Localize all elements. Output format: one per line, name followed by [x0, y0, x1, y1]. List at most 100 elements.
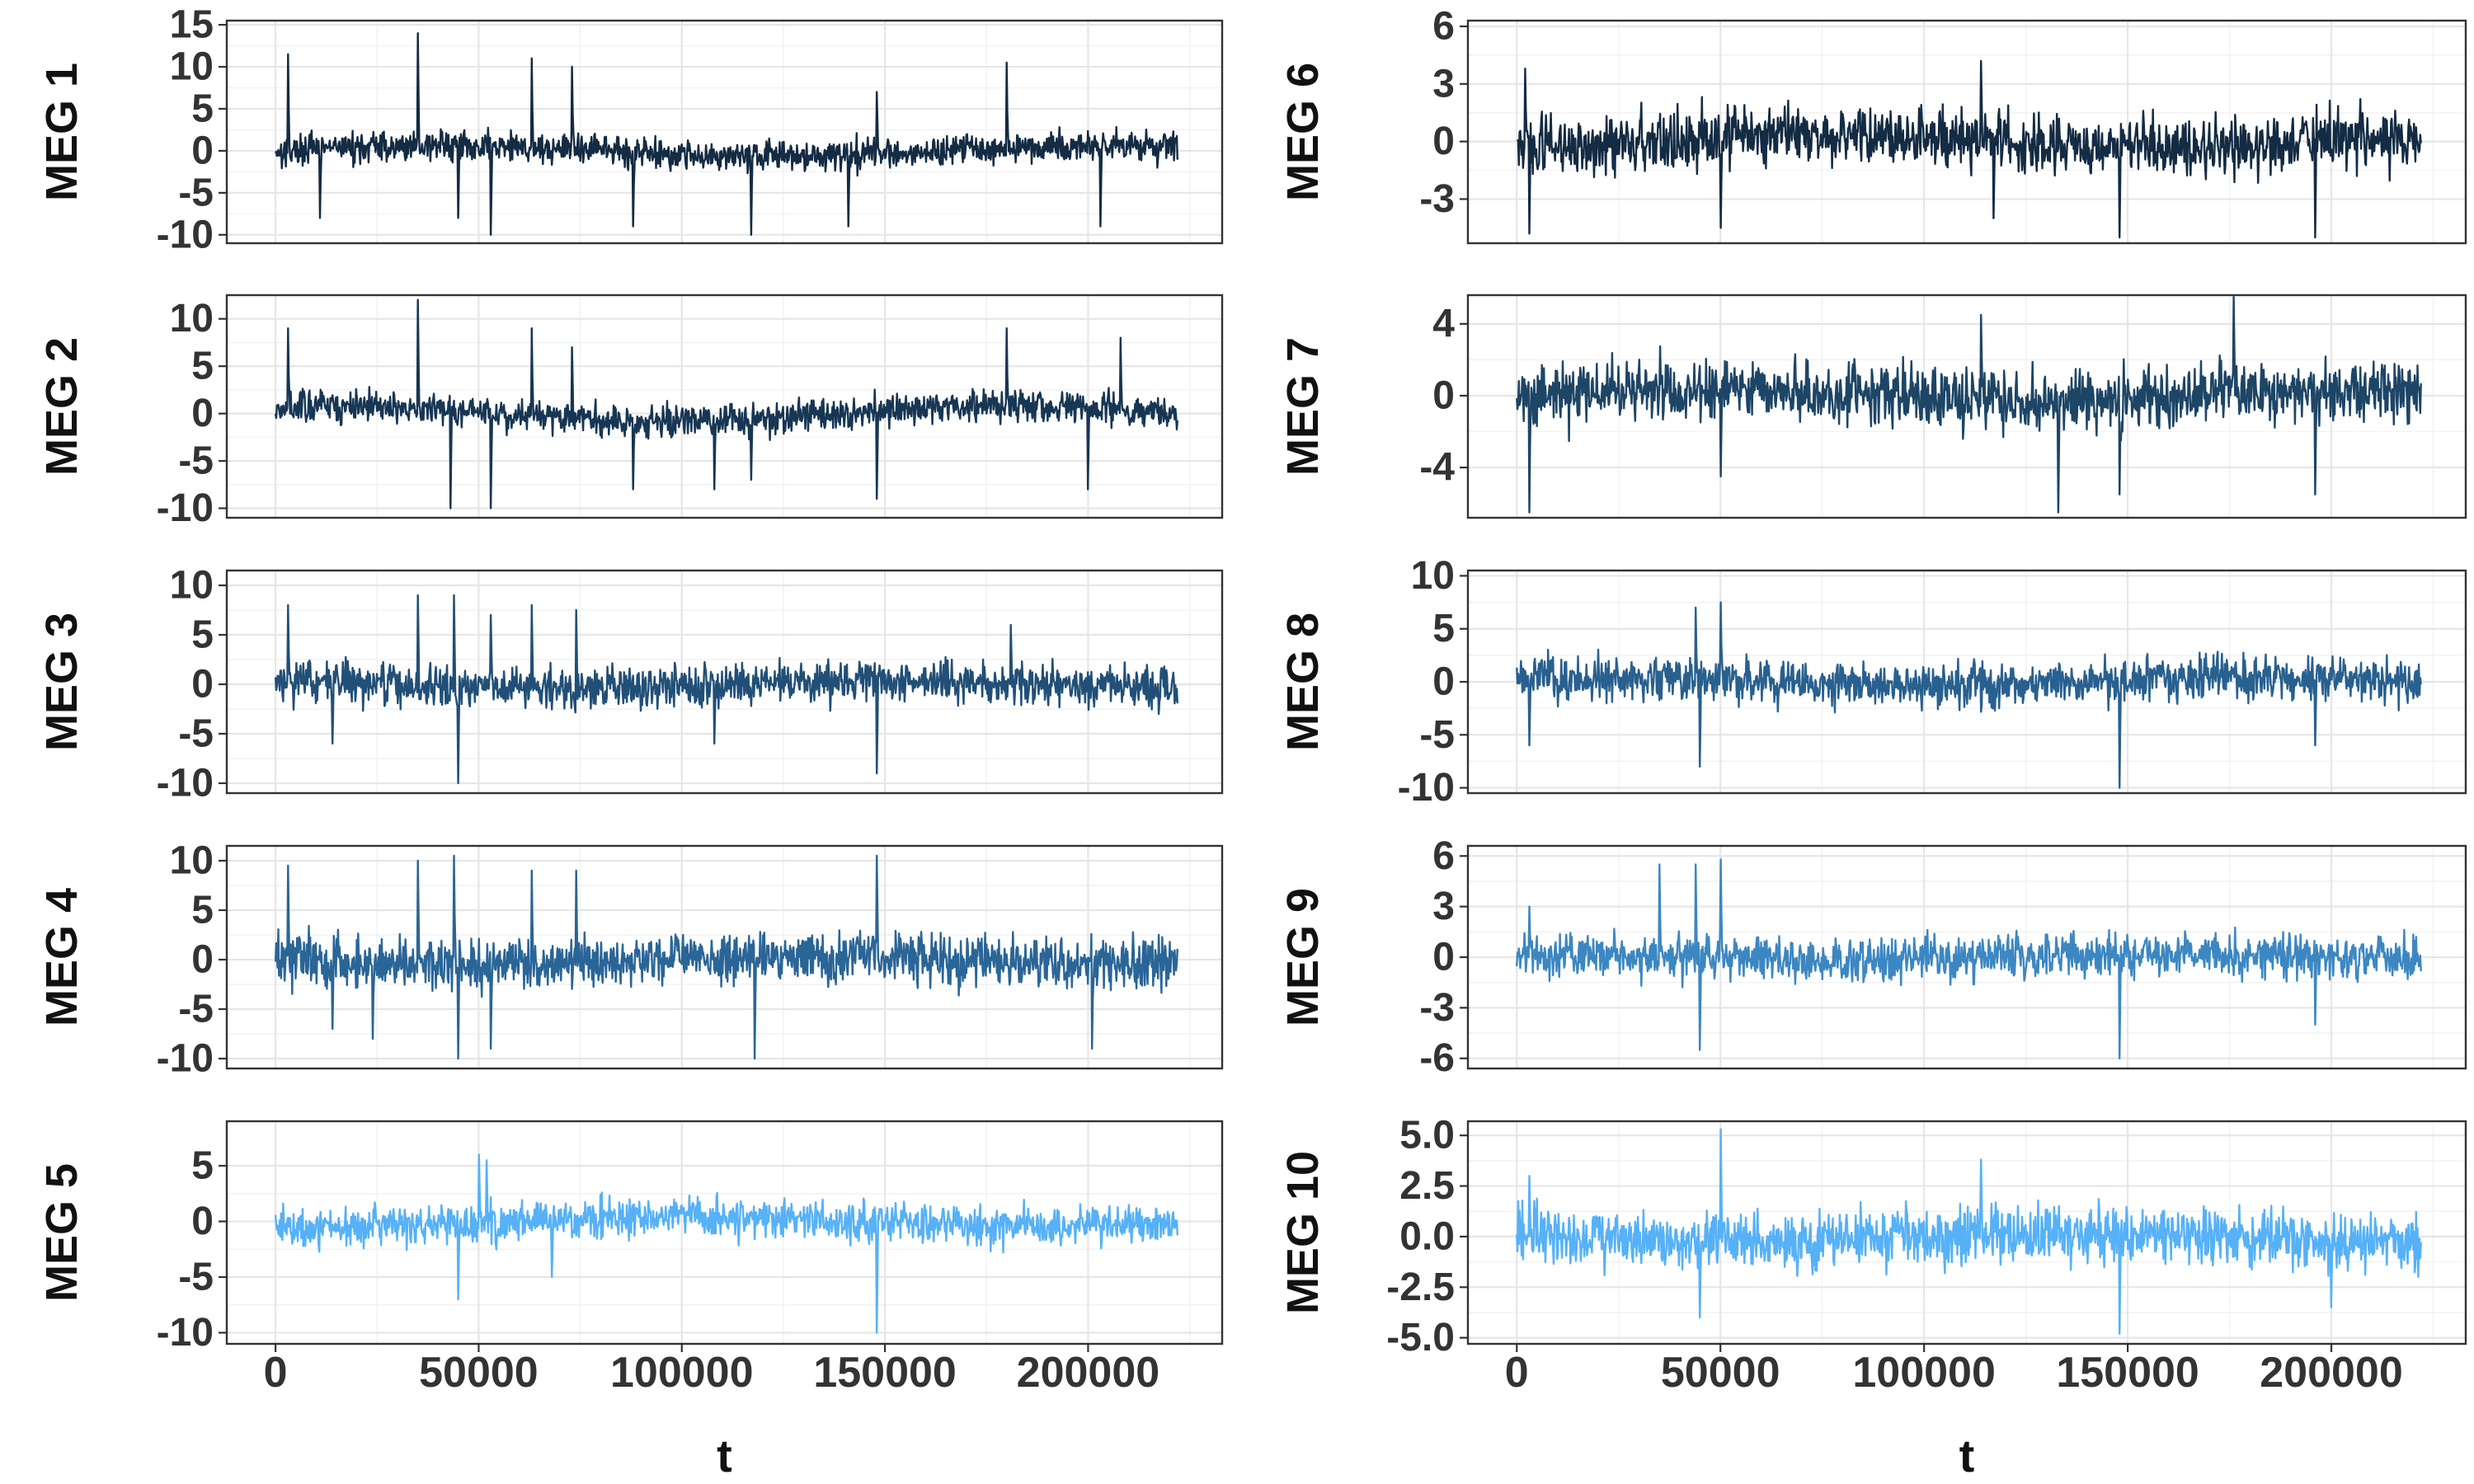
y-tick-label: 4: [1432, 302, 1455, 345]
y-tick-label: 10: [170, 297, 214, 340]
panel-meg-3: -10 -5 0 5 10 MEG 3: [37, 564, 1224, 805]
panel-meg-6: -3 0 3 6 MEG 6: [1278, 4, 2467, 245]
y-tick-label: 0: [1432, 936, 1455, 979]
x-axis-title: t: [717, 1430, 732, 1482]
panel-label: MEG 2: [37, 337, 87, 476]
series-line: [1516, 858, 2422, 1059]
y-tick-label: 0: [191, 1200, 214, 1243]
panel-meg-2: -10-505 10 MEG 2: [37, 294, 1224, 530]
panel-label: MEG 1: [37, 63, 87, 201]
y-tick-label: 5: [191, 1144, 214, 1188]
series-line: [274, 594, 1178, 785]
panel-border: [1466, 1120, 2467, 1345]
y-tick-label: 5.0: [1399, 1114, 1455, 1158]
y-tick-label: 0: [1432, 660, 1455, 704]
y-tick-label: -5: [178, 712, 214, 756]
y-tick-label: 5: [191, 613, 214, 657]
x-tick-label: 200000: [2260, 1349, 2403, 1397]
y-tick-label: 0: [191, 938, 214, 982]
y-tick-label: -10: [157, 213, 214, 256]
panel-border: [225, 569, 1224, 795]
panel-border: [225, 294, 1224, 519]
y-tick-label: -2.5: [1386, 1266, 1455, 1309]
y-tick-label: 0.0: [1399, 1214, 1455, 1258]
x-tick-label: 100000: [1852, 1349, 1996, 1397]
y-tick-label: 0: [1432, 120, 1455, 163]
x-tick-label: 0: [264, 1349, 288, 1397]
panel-label: MEG 4: [37, 888, 87, 1026]
y-tick-label: -10: [157, 762, 214, 805]
panel-border: [1466, 19, 2467, 245]
series-line: [1516, 296, 2422, 514]
panel-meg-4: -10 -5 0 5 10 MEG 4: [37, 839, 1224, 1081]
panel-meg-7: -4 0 4 MEG 7: [1278, 294, 2467, 519]
y-tick-label: 0: [191, 663, 214, 707]
y-tick-label: -5: [178, 1256, 214, 1299]
series-line: [274, 298, 1178, 510]
panel-label: MEG 9: [1278, 888, 1328, 1026]
y-tick-label: -5.0: [1386, 1316, 1455, 1360]
y-tick-label: 10: [170, 564, 214, 608]
x-tick-label: 200000: [1017, 1349, 1160, 1397]
x-tick-label: 50000: [419, 1349, 539, 1397]
panel-background: [227, 21, 1222, 243]
x-tick-label: 50000: [1661, 1349, 1780, 1397]
panel-border: [225, 1120, 1224, 1345]
y-tick-label: 10: [1411, 554, 1455, 598]
y-tick-label: 10: [170, 839, 214, 883]
panel-border: [225, 19, 1224, 245]
panel-meg-10: -5.0 -2.5 0.0 2.5 5.0 MEG 10 0 50000 100000 15000…: [1278, 1114, 2467, 1482]
panel-meg-5: -10 -5 0 5 MEG 5 0 50000 100000 150000 200000 t: [37, 1120, 1224, 1482]
y-tick-label: -10: [1398, 766, 1455, 810]
y-tick-label: -10: [157, 486, 214, 530]
panel-border: [225, 844, 1224, 1070]
y-tick-label: 5: [1432, 607, 1455, 650]
panel-label: MEG 7: [1278, 337, 1328, 476]
x-tick-label: 150000: [813, 1349, 957, 1397]
panel-label: MEG 6: [1278, 63, 1328, 201]
y-tick-label: 2.5: [1399, 1164, 1455, 1208]
y-tick-label: -10: [157, 1311, 214, 1355]
y-tick-label: 6: [1432, 834, 1455, 878]
y-tick-label: -3: [1419, 986, 1455, 1030]
y-tick-label: -3: [1419, 177, 1455, 221]
y-tick-label: -5: [178, 439, 214, 483]
y-tick-label: -5: [178, 171, 214, 214]
y-tick-label: 3: [1432, 885, 1455, 928]
panel-background: [227, 1121, 1222, 1344]
y-tick-label: 0: [1432, 373, 1455, 417]
panel-meg-9: -6 -3 0 3 6 MEG 9: [1278, 834, 2467, 1080]
y-tick-label: -6: [1419, 1036, 1455, 1080]
panel-meg-8: -10 -5 0 5 10 MEG 8: [1278, 554, 2467, 810]
y-tick-label: 6: [1432, 4, 1455, 48]
y-tick-label: 5: [191, 87, 214, 130]
series-line: [1516, 601, 2422, 789]
y-tick-label: -5: [178, 988, 214, 1031]
x-tick-label: 100000: [610, 1349, 754, 1397]
series-line: [274, 854, 1178, 1060]
series-line: [275, 32, 1178, 236]
series-line: [1516, 1128, 2422, 1335]
y-tick-label: 5: [191, 345, 214, 388]
x-tick-label: 0: [1505, 1349, 1529, 1397]
panel-label: MEG 10: [1278, 1151, 1328, 1314]
x-axis-title: t: [1959, 1430, 1975, 1482]
y-tick-label: -4: [1419, 446, 1455, 490]
panel-label: MEG 5: [37, 1163, 87, 1302]
panel-label: MEG 3: [37, 613, 87, 751]
series-line: [1516, 59, 2422, 239]
y-tick-label: 10: [170, 45, 214, 89]
y-tick-label: 0: [191, 392, 214, 435]
y-tick-label: 3: [1432, 62, 1455, 106]
panel-label: MEG 8: [1278, 613, 1328, 751]
y-tick-label: -5: [1419, 713, 1455, 757]
y-tick-label: 15: [170, 3, 214, 47]
x-tick-label: 150000: [2056, 1349, 2199, 1397]
y-tick-label: 5: [191, 889, 214, 932]
y-tick-label: -10: [157, 1037, 214, 1081]
y-tick-label: 0: [191, 129, 214, 172]
panel-border: [1466, 294, 2467, 519]
series-line: [274, 1153, 1178, 1334]
